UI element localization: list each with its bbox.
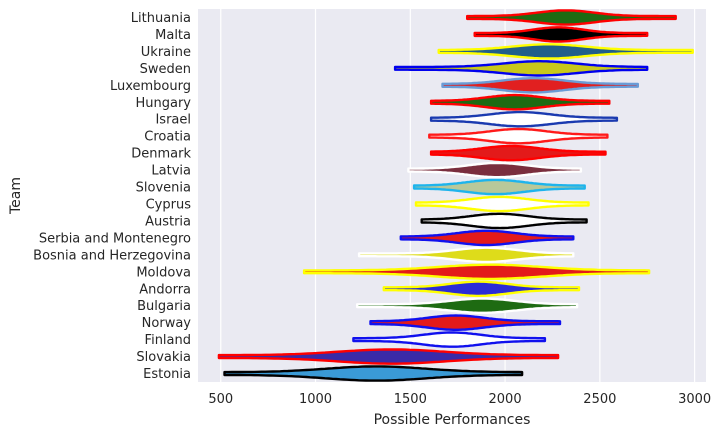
x-tick-label: 2500 xyxy=(583,392,616,407)
violin-finland xyxy=(352,331,547,348)
violin-malta xyxy=(473,26,649,43)
violin-israel xyxy=(429,110,619,128)
violin-luxembourg xyxy=(441,76,639,94)
y-tick-label: Finland xyxy=(145,333,191,348)
x-tick-label: 500 xyxy=(208,392,233,407)
y-tick-label: Cyprus xyxy=(146,197,192,212)
y-tick-labels: Lithuania Malta Ukraine Sweden Luxembourg Hun… xyxy=(33,11,191,382)
y-tick-label: Slovakia xyxy=(136,350,191,365)
y-tick-label: Austria xyxy=(145,214,191,229)
violin-serbia-and-montenegro xyxy=(399,229,575,247)
x-tick-label: 1500 xyxy=(394,392,427,407)
y-tick-label: Andorra xyxy=(139,282,191,297)
violins xyxy=(217,9,694,382)
y-tick-label: Norway xyxy=(142,316,192,331)
violin-slovakia xyxy=(217,348,560,365)
y-tick-label: Luxembourg xyxy=(110,79,191,94)
y-tick-label: Lithuania xyxy=(131,11,191,26)
y-tick-label: Bosnia and Herzegovina xyxy=(33,248,191,263)
y-tick-label: Serbia and Montenegro xyxy=(39,231,191,246)
y-tick-label: Slovenia xyxy=(136,181,191,196)
violin-latvia xyxy=(407,161,583,179)
x-tick-label: 2000 xyxy=(489,392,522,407)
y-tick-label: Croatia xyxy=(144,130,191,145)
violin-hungary xyxy=(429,93,611,111)
y-tick-label: Latvia xyxy=(151,164,191,179)
y-tick-label: Bulgaria xyxy=(137,299,191,314)
violin-croatia xyxy=(428,127,609,145)
y-tick-label: Sweden xyxy=(140,62,191,77)
violin-moldova xyxy=(302,263,651,281)
x-tick-label: 1000 xyxy=(299,392,332,407)
violin-slovenia xyxy=(412,178,586,196)
violin-bulgaria xyxy=(356,297,579,314)
y-tick-label: Estonia xyxy=(143,367,191,382)
violin-ukraine xyxy=(437,43,694,60)
y-tick-label: Moldova xyxy=(136,265,191,280)
violin-sweden xyxy=(393,60,649,77)
y-tick-label: Israel xyxy=(155,113,191,128)
violin-andorra xyxy=(382,280,581,298)
violin-norway xyxy=(369,314,562,331)
x-tick-label: 3000 xyxy=(678,392,711,407)
x-tick-labels: 500 1000 1500 2000 2500 3000 xyxy=(208,392,711,407)
violin-austria xyxy=(420,212,588,230)
violin-lithuania xyxy=(466,9,677,26)
violin-bosnia-and-herzegovina xyxy=(357,246,575,264)
x-axis-title: Possible Performances xyxy=(374,412,531,428)
y-tick-label: Ukraine xyxy=(141,45,191,60)
y-tick-label: Hungary xyxy=(135,96,191,111)
y-axis-title: Team xyxy=(8,177,24,215)
violin-estonia xyxy=(223,365,524,382)
violin-cyprus xyxy=(414,195,590,213)
y-tick-label: Malta xyxy=(155,28,191,43)
y-tick-label: Denmark xyxy=(131,147,191,162)
violin-denmark xyxy=(429,144,607,162)
